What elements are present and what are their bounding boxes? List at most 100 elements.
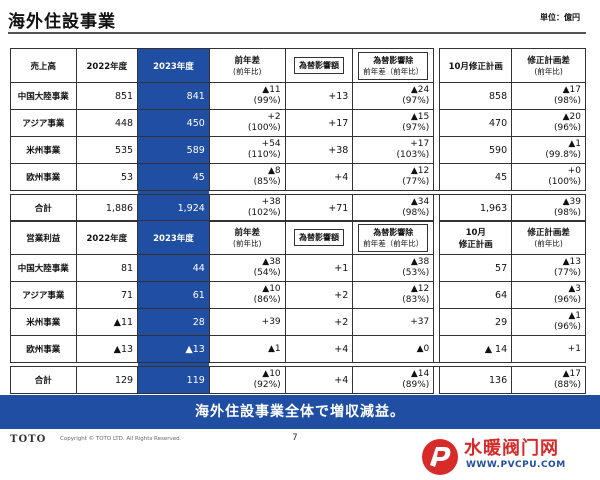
exfx-diff-value: +37	[410, 316, 430, 327]
fy2022-value: 851	[75, 82, 139, 110]
fx-impact-value: +2	[284, 308, 354, 336]
profit-header-plandiff-sub: (前年比)	[534, 239, 563, 248]
column-gap	[433, 48, 441, 83]
fx-impact-value: +4	[284, 366, 354, 394]
row-label: 米州事業	[10, 136, 77, 164]
plan-diff: +1	[511, 335, 586, 363]
yoy-diff: ▲38 (54%)	[208, 254, 286, 282]
exfx-diff: ▲34 (98%)	[352, 194, 435, 222]
fy2022-value: 53	[75, 163, 139, 191]
profit-header-fy2023: 2023年度	[137, 220, 210, 255]
plan-diff-value: ▲3	[568, 284, 581, 294]
profit-header-diff-sub: (前年比)	[233, 239, 262, 248]
fx-impact-value: +13	[284, 82, 354, 110]
fy2023-value: 119	[137, 366, 210, 394]
plan-diff: ▲17 (88%)	[511, 366, 586, 394]
exfx-diff-value: ▲12	[410, 284, 430, 294]
profit-row: 中国大陸事業 81 44 ▲38 (54%) +1 ▲38 (53%) 57 ▲13 (77%)	[10, 254, 586, 282]
sales-header-exfx-main: 為替影響除	[373, 55, 414, 65]
yoy-diff-pct: (102%)	[247, 208, 281, 218]
profit-header-exfx-box: 為替影響除 前年差（前年比）	[358, 223, 429, 252]
yoy-diff-pct: (110%)	[247, 150, 281, 160]
plan-value: 64	[439, 281, 513, 309]
spacer-cell	[433, 362, 440, 367]
sales-header-diff: 前年差 (前年比)	[208, 48, 286, 83]
sales-header-fy2023: 2023年度	[137, 48, 210, 83]
sales-header-plan: 10月修正計画	[439, 48, 513, 83]
yoy-diff-pct: (100%)	[247, 123, 281, 133]
exfx-diff-pct: (97%)	[402, 96, 430, 106]
profit-header-diff: 前年差 (前年比)	[208, 220, 286, 255]
exfx-diff-value: ▲24	[410, 85, 430, 95]
profit-header-fx-box: 為替影響額	[293, 229, 344, 246]
plan-diff: ▲1 (99.8%)	[511, 136, 586, 164]
plan-value: 136	[439, 366, 513, 394]
column-gap	[433, 366, 441, 394]
sales-header-plandiff-main: 修正計画差	[527, 56, 570, 66]
profit-row: 欧州事業 ▲13 ▲13 ▲1 +4 ▲0 ▲ 14 +1	[10, 335, 586, 363]
plan-diff-value: +1	[567, 343, 581, 354]
yoy-diff-value: +54	[261, 139, 281, 149]
exfx-diff-pct: (77%)	[402, 177, 430, 187]
sales-header-row: 売上高 2022年度 2023年度 前年差 (前年比) 為替影響額 為替影響除 前年…	[10, 48, 586, 83]
plan-diff: ▲1 (96%)	[511, 308, 586, 336]
plan-value: ▲ 14	[439, 335, 513, 363]
fy2022-value: 448	[75, 109, 139, 137]
plan-diff-value: ▲20	[562, 112, 581, 122]
column-gap	[433, 281, 441, 309]
page-title: 海外住設事業	[8, 12, 116, 32]
sales-header-plandiff-sub: (前年比)	[534, 67, 563, 76]
yoy-diff-value: +38	[261, 197, 281, 207]
column-gap	[433, 163, 441, 191]
plan-value: 45	[439, 163, 513, 191]
sales-header-plandiff: 修正計画差 (前年比)	[511, 48, 586, 83]
plan-diff-pct: (96%)	[553, 123, 581, 133]
exfx-diff-value: ▲14	[410, 369, 430, 379]
exfx-diff: ▲14 (89%)	[352, 366, 435, 394]
fy2023-value: 28	[137, 308, 210, 336]
exfx-diff-pct: (89%)	[402, 380, 430, 390]
yoy-diff-value: ▲10	[262, 369, 281, 379]
yoy-diff-value: ▲8	[268, 166, 281, 176]
fy2022-value: ▲13	[75, 335, 139, 363]
sales-header-label: 売上高	[10, 48, 77, 83]
yoy-diff: ▲10 (92%)	[208, 366, 286, 394]
sales-table: 売上高 2022年度 2023年度 前年差 (前年比) 為替影響額 為替影響除 前年…	[10, 48, 586, 222]
plan-diff: ▲17 (98%)	[511, 82, 586, 110]
column-gap	[433, 194, 441, 222]
yoy-diff: ▲10 (86%)	[208, 281, 286, 309]
exfx-diff-value: ▲34	[410, 197, 430, 207]
yoy-diff: +2 (100%)	[208, 109, 286, 137]
plan-value: 590	[439, 136, 513, 164]
watermark-url: WWW.PVCPU.COM	[466, 460, 566, 470]
profit-header-exfx-sub: 前年差（前年比）	[363, 238, 424, 248]
profit-header-row: 営業利益 2022年度 2023年度 前年差 (前年比) 為替影響額 為替影響除前…	[10, 220, 586, 255]
fx-impact-value: +4	[284, 335, 354, 363]
yoy-diff-value: ▲1	[268, 343, 281, 354]
exfx-diff: ▲24 (97%)	[352, 82, 435, 110]
sales-header-exfx-sub: 前年差（前年比）	[363, 66, 424, 76]
watermark-logo-icon	[422, 439, 458, 475]
row-label: 欧州事業	[10, 335, 77, 363]
exfx-diff-pct: (103%)	[396, 150, 430, 160]
sales-header-fx: 為替影響額	[284, 48, 354, 83]
watermark-text: 水暖阀门网	[464, 438, 559, 459]
row-label: 合計	[10, 366, 77, 394]
plan-diff-pct: (96%)	[553, 295, 581, 305]
fy2023-value: 44	[137, 254, 210, 282]
plan-diff: ▲39 (98%)	[511, 194, 586, 222]
exfx-diff-value: ▲0	[416, 343, 430, 354]
exfx-diff-pct: (83%)	[402, 295, 430, 305]
yoy-diff: ▲1	[208, 335, 286, 363]
profit-row: 米州事業 ▲11 28 +39 +2 +37 29 ▲1 (96%)	[10, 308, 586, 336]
unit-label: 単位：億円	[540, 13, 580, 22]
profit-header-diff-main: 前年差	[234, 228, 260, 238]
row-label: 合計	[10, 194, 77, 222]
column-gap	[433, 220, 441, 255]
exfx-diff: +37	[352, 308, 435, 336]
column-gap	[433, 254, 441, 282]
plan-diff: ▲3 (96%)	[511, 281, 586, 309]
fy2022-value: 71	[75, 281, 139, 309]
column-gap	[433, 82, 441, 110]
profit-header-fx: 為替影響額	[284, 220, 354, 255]
